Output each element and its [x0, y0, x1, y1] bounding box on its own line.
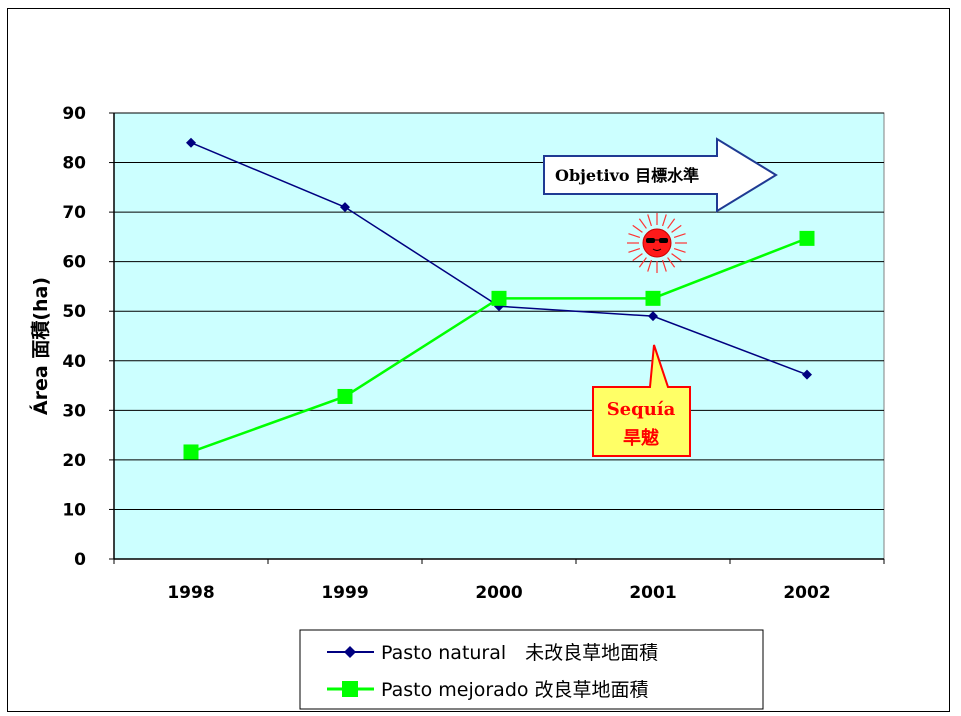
- x-tick-label: 2001: [629, 583, 676, 603]
- objective-annotation: Objetivo 目標水準: [543, 137, 778, 213]
- drought-label-jp: 旱魃: [623, 427, 659, 449]
- drought-label-es: Sequía: [607, 399, 676, 420]
- y-tick-label: 70: [62, 203, 86, 223]
- objective-label: Objetivo 目標水準: [555, 166, 699, 185]
- y-tick-label: 10: [62, 500, 86, 520]
- data-point: [799, 230, 815, 246]
- data-point: [648, 311, 658, 322]
- y-tick-label: 40: [62, 352, 86, 372]
- x-tick-label: 1998: [167, 583, 214, 603]
- legend-item-natural: Pasto natural 未改良草地面積: [327, 642, 658, 664]
- y-tick-label: 60: [62, 253, 86, 273]
- objective-arrow-shape: [543, 137, 778, 213]
- series-layer: [183, 137, 815, 460]
- y-tick-label: 50: [62, 302, 86, 322]
- y-axis-label: Área 面積(ha): [29, 277, 52, 415]
- y-tick-label: 90: [62, 104, 86, 124]
- y-tick-label: 30: [62, 401, 86, 421]
- y-tick-label: 80: [62, 154, 86, 174]
- series-mejorado: [183, 230, 815, 460]
- x-tick-label: 1999: [321, 583, 368, 603]
- x-tick-label: 2000: [475, 583, 522, 603]
- y-tick-label: 20: [62, 451, 86, 471]
- drought-callout: Sequía 旱魃: [592, 344, 691, 457]
- y-tick-labels: 0 10 20 30 40 50 60 70 80 90: [62, 104, 86, 570]
- data-point: [491, 290, 507, 306]
- legend-label-mejorado: Pasto mejorado 改良草地面積: [381, 679, 649, 701]
- data-point: [802, 369, 812, 380]
- legend: Pasto natural 未改良草地面積 Pasto mejorado 改良草…: [299, 629, 764, 710]
- data-point: [186, 137, 196, 148]
- x-tick-label: 2002: [783, 583, 830, 603]
- legend-label-natural: Pasto natural 未改良草地面積: [381, 642, 658, 664]
- data-point: [340, 202, 350, 213]
- x-tick-labels: 1998 1999 2000 2001 2002: [167, 583, 830, 603]
- data-point: [183, 444, 199, 460]
- legend-item-mejorado: Pasto mejorado 改良草地面積: [327, 679, 649, 701]
- y-tick-label: 0: [74, 550, 86, 570]
- data-point: [645, 290, 661, 306]
- drought-callout-shape: [592, 344, 691, 457]
- axes: [109, 112, 885, 564]
- data-point: [337, 388, 353, 404]
- sun-icon: [627, 213, 687, 273]
